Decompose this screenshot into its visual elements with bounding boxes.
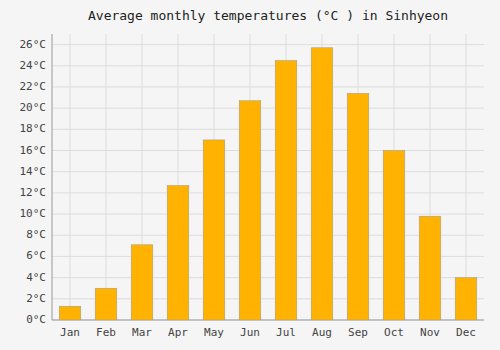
x-grid-line: [466, 34, 467, 320]
y-tick-label: 14°C: [20, 165, 47, 178]
y-grid-line: [52, 65, 484, 66]
x-tick-label: Jun: [240, 326, 260, 339]
bar: [455, 278, 477, 320]
y-tick-label: 4°C: [26, 271, 46, 284]
axes: 0°C 2°C 4°C 6°C 8°C 10°C 12°C 14°C 16°C 18°C 20°C 2…: [20, 34, 485, 339]
bar: [95, 288, 117, 320]
x-grid-line: [70, 34, 71, 320]
x-tick-label: Sep: [348, 326, 368, 339]
bar: [275, 60, 297, 320]
y-tick-label: 8°C: [26, 228, 46, 241]
bar: [419, 216, 441, 320]
chart-title: Average monthly temperatures (°C ) in Si…: [88, 8, 448, 23]
bar: [167, 185, 189, 320]
x-tick-label: Aug: [312, 326, 332, 339]
y-tick-label: 16°C: [20, 144, 47, 157]
y-grid-line: [52, 129, 484, 130]
x-tick-label: Nov: [420, 326, 440, 339]
x-grid-line: [106, 34, 107, 320]
background: [0, 0, 500, 350]
bar: [311, 48, 333, 320]
bars: [59, 48, 477, 320]
grid: [52, 34, 484, 320]
x-tick-label: Jul: [276, 326, 296, 339]
y-tick-label: 20°C: [20, 101, 47, 114]
y-tick-label: 26°C: [20, 38, 47, 51]
x-tick-label: Dec: [456, 326, 476, 339]
y-tick-label: 24°C: [20, 59, 47, 72]
y-axis-line: [52, 34, 53, 320]
y-tick-label: 2°C: [26, 292, 46, 305]
bar: [59, 306, 81, 320]
y-tick-label: 22°C: [20, 80, 47, 93]
chart-svg: 0°C 2°C 4°C 6°C 8°C 10°C 12°C 14°C 16°C 18°C 20°C 2…: [0, 0, 500, 350]
bar: [239, 101, 261, 320]
x-tick-label: Feb: [96, 326, 116, 339]
x-tick-label: Apr: [168, 326, 188, 339]
bar: [383, 151, 405, 320]
y-tick-label: 12°C: [20, 186, 47, 199]
x-tick-label: Oct: [384, 326, 404, 339]
y-tick-label: 10°C: [20, 207, 47, 220]
y-grid-line: [52, 86, 484, 87]
y-grid-line: [52, 44, 484, 45]
y-tick-label: 0°C: [26, 313, 46, 326]
bar: [131, 245, 153, 320]
chart-container: 0°C 2°C 4°C 6°C 8°C 10°C 12°C 14°C 16°C 18°C 20°C 2…: [0, 0, 500, 350]
y-grid-line: [52, 171, 484, 172]
x-tick-label: Mar: [132, 326, 152, 339]
y-tick-label: 18°C: [20, 122, 47, 135]
bar: [203, 140, 225, 320]
y-grid-line: [52, 214, 484, 215]
y-tick-label: 6°C: [26, 249, 46, 262]
y-grid-line: [52, 108, 484, 109]
y-grid-line: [52, 150, 484, 151]
x-tick-label: May: [204, 326, 224, 339]
x-tick-label: Jan: [60, 326, 80, 339]
bar: [347, 93, 369, 320]
y-grid-line: [52, 192, 484, 193]
